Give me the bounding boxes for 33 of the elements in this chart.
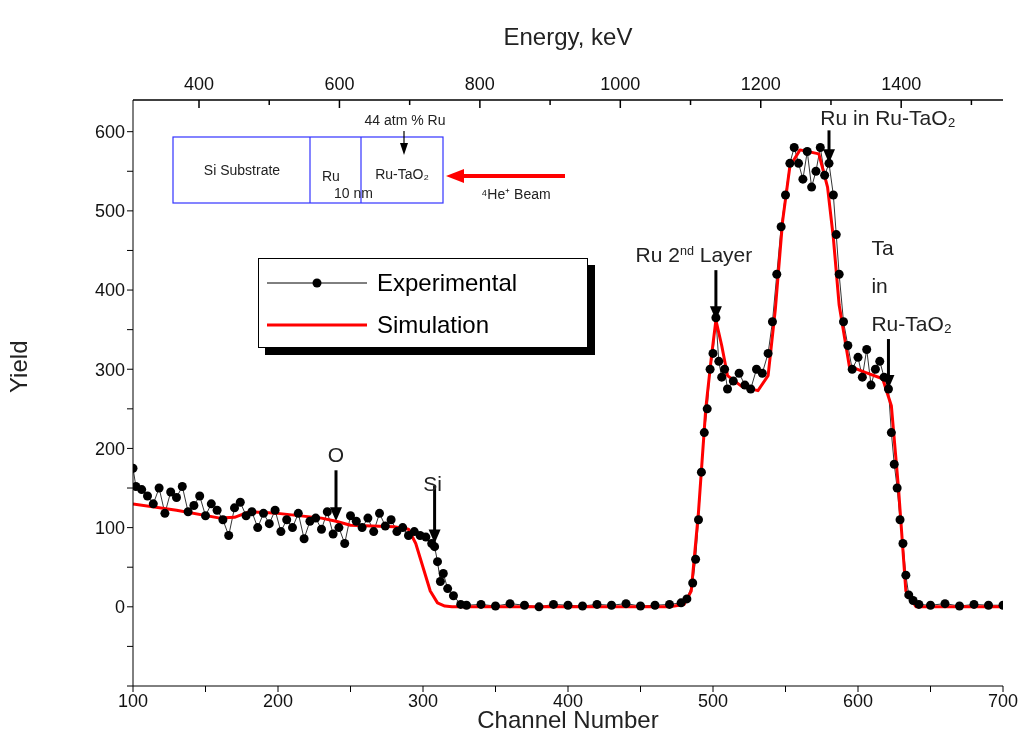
y-tick-label: 100 bbox=[94, 518, 125, 539]
y-tick-label: 0 bbox=[114, 597, 125, 618]
x2-tick-label: 1400 bbox=[881, 74, 922, 94]
annotation: Ru in Ru-TaO₂ bbox=[820, 106, 956, 130]
x2-tick-label: 1000 bbox=[600, 74, 641, 94]
y-tick-label: 600 bbox=[94, 122, 125, 143]
x2-tick-label: 800 bbox=[464, 74, 495, 94]
x-tick-label: 600 bbox=[842, 690, 874, 711]
y-tick-label: 300 bbox=[94, 359, 125, 380]
y-tick-label: 200 bbox=[94, 438, 125, 459]
annotation: ⁴He⁺ Beam bbox=[481, 186, 551, 202]
annotation: Si bbox=[423, 472, 442, 496]
x-tick-label: 700 bbox=[987, 690, 1019, 711]
annotation: Ru-TaO₂ bbox=[375, 166, 429, 182]
y-tick-label: 500 bbox=[94, 201, 125, 222]
annotation: Ta in Ru-TaO₂ bbox=[871, 236, 952, 336]
annotation: Ru 2$^{nd}$ Layer bbox=[635, 243, 753, 267]
x-tick-label: 200 bbox=[262, 690, 294, 711]
annotation: Si Substrate bbox=[203, 162, 281, 178]
x2-axis-title: Energy, keV bbox=[503, 23, 633, 50]
x2-tick-label: 400 bbox=[183, 74, 215, 94]
y-tick-label: 400 bbox=[94, 280, 125, 301]
y-axis-title: Yield bbox=[4, 340, 32, 393]
x-tick-label: 500 bbox=[697, 690, 729, 711]
legend-label: Experimental bbox=[377, 269, 518, 297]
x2-tick-label: 600 bbox=[324, 74, 355, 94]
x-tick-label: 100 bbox=[117, 690, 149, 711]
annotation: Ru 10 nm bbox=[322, 168, 373, 201]
annotation: 44 atm % Ru bbox=[364, 112, 446, 128]
x-tick-label: 300 bbox=[407, 690, 439, 711]
legend-label: Simulation bbox=[377, 311, 490, 339]
annotation: O bbox=[327, 443, 345, 467]
x2-tick-label: 1200 bbox=[740, 74, 781, 94]
